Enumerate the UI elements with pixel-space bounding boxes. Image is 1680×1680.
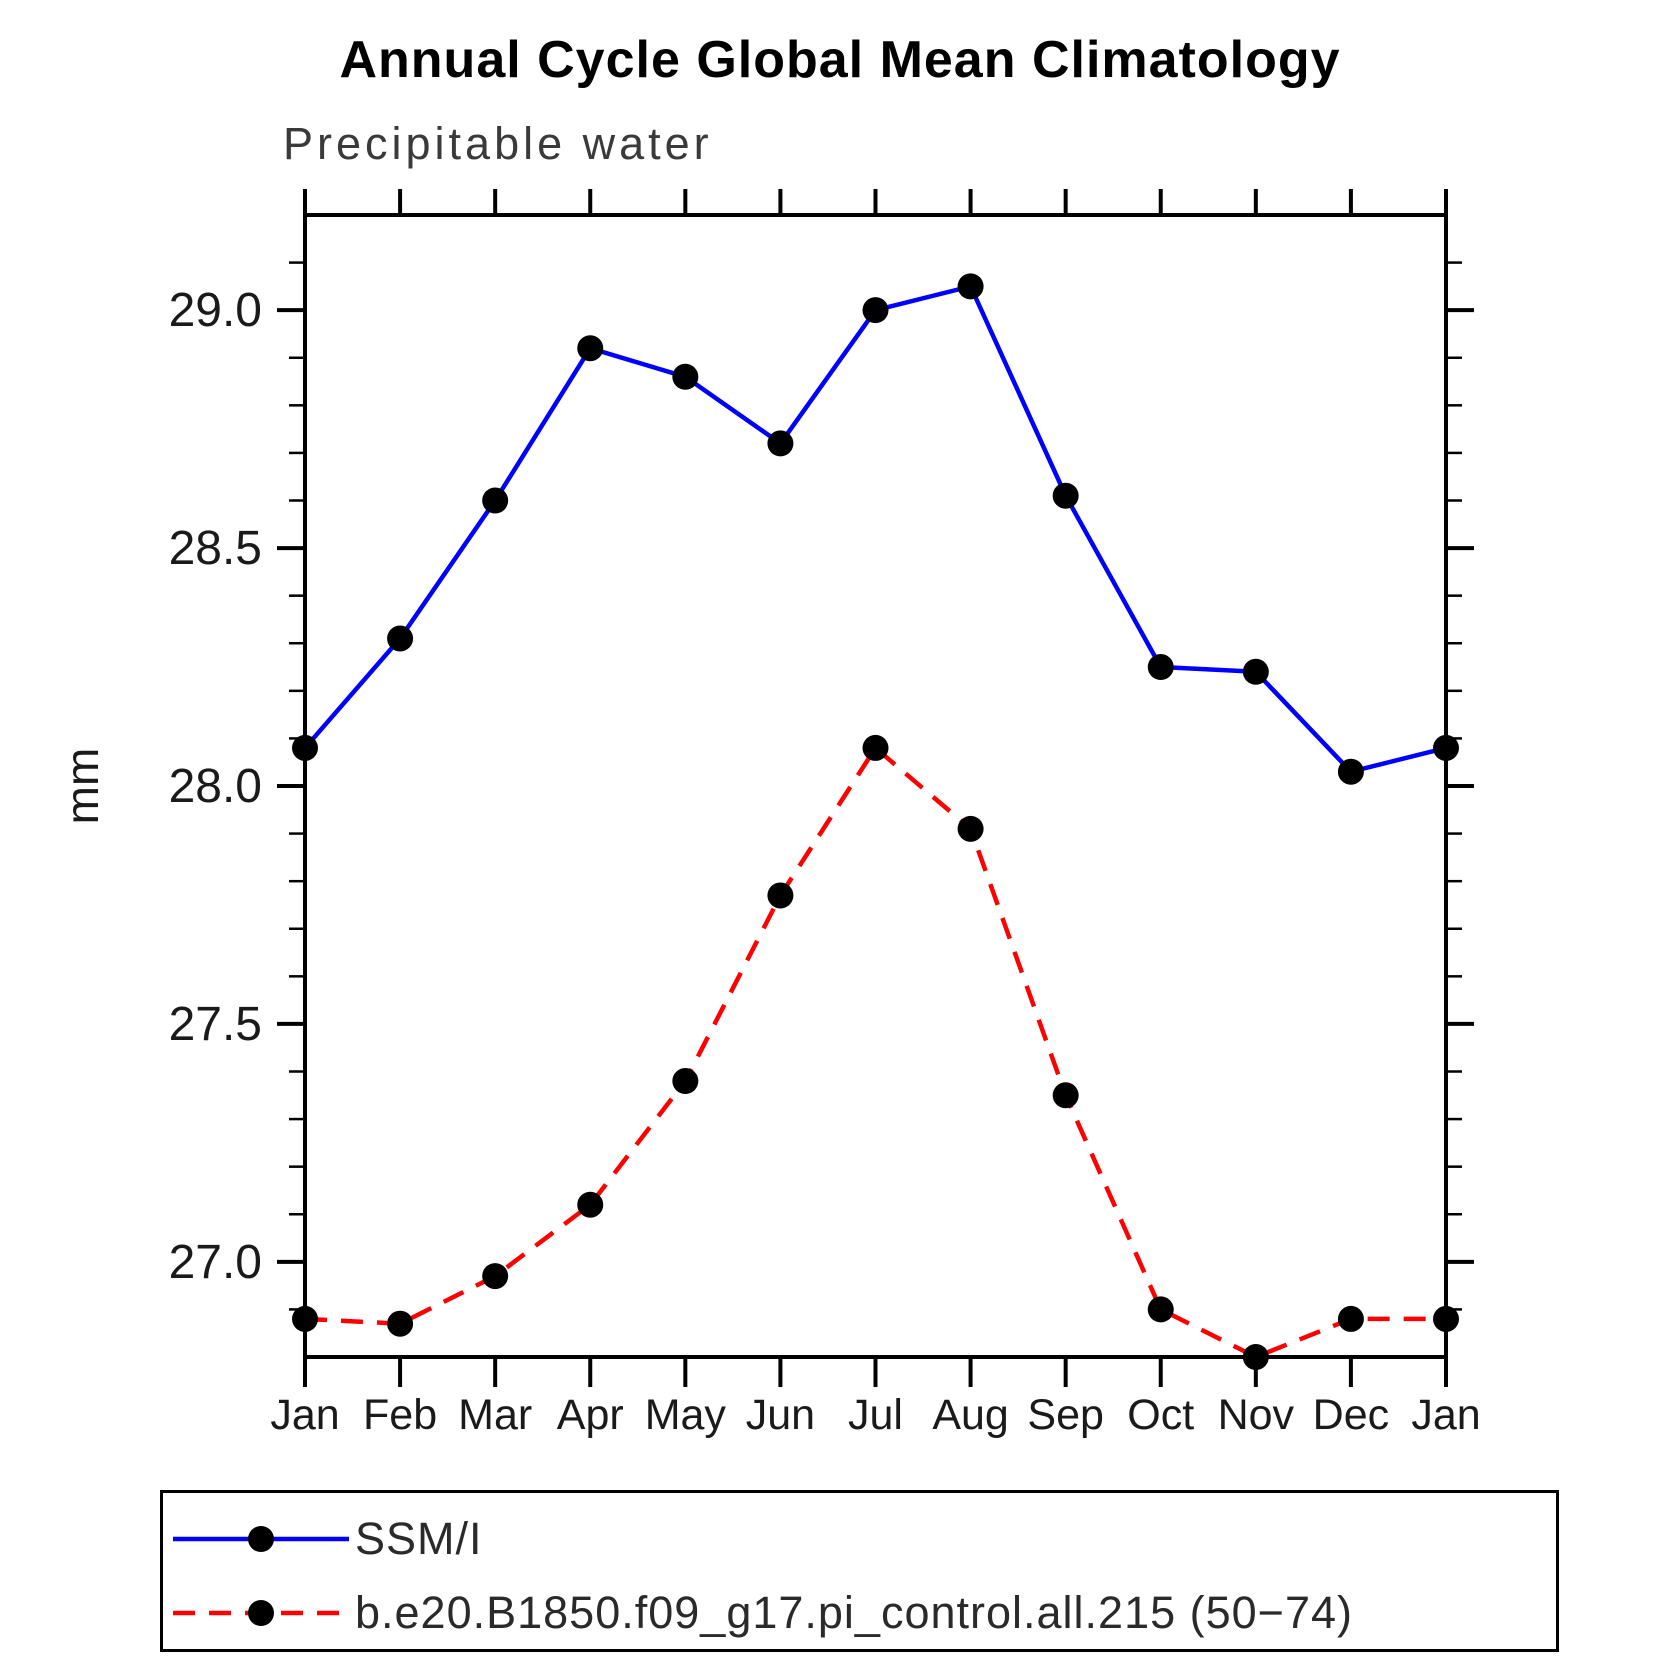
x-tick-label: May	[645, 1391, 727, 1439]
y-tick-label: 27.5	[169, 998, 262, 1051]
series-1-marker	[292, 1305, 318, 1332]
series-0-marker	[672, 363, 699, 390]
series-0-marker	[1242, 658, 1269, 685]
series-1-marker	[1052, 1082, 1079, 1109]
series-0-marker	[1147, 654, 1174, 681]
x-tick-label: Apr	[557, 1391, 624, 1439]
series-0-marker	[1052, 482, 1079, 509]
y-tick-label: 29.0	[169, 284, 262, 337]
x-tick-label: Nov	[1218, 1391, 1295, 1439]
x-tick-label: Jun	[746, 1391, 815, 1439]
series-0-line	[303, 284, 1447, 774]
series-0-marker	[482, 487, 509, 514]
x-tick-label: Jul	[848, 1391, 903, 1439]
series-0-marker	[862, 297, 889, 324]
series-0-marker	[577, 335, 604, 362]
legend-swatch-dashed-line	[173, 1600, 349, 1626]
y-tick-label: 27.0	[169, 1236, 262, 1289]
legend-swatch-solid-line	[173, 1526, 349, 1552]
y-axis-title: mm	[56, 748, 108, 825]
legend-label-model: b.e20.B1850.f09_g17.pi_control.all.215 (…	[355, 1587, 1353, 1638]
y-tick-label: 28.0	[169, 760, 262, 813]
series-1-marker	[862, 734, 889, 761]
plot-frame	[303, 213, 1448, 1359]
series-1-marker	[1242, 1344, 1269, 1370]
legend-item-ssmi: SSM/I	[171, 1509, 483, 1569]
series-1-marker	[672, 1068, 699, 1095]
series-1-marker	[577, 1191, 604, 1218]
x-tick-label: Jan	[1411, 1391, 1480, 1439]
x-tick-label: Feb	[363, 1391, 437, 1439]
x-tick-label: Aug	[932, 1391, 1009, 1439]
series-1-marker	[1433, 1305, 1459, 1332]
legend-label-ssmi: SSM/I	[355, 1513, 483, 1564]
series-1-marker	[482, 1263, 509, 1290]
x-tick-label: Dec	[1313, 1391, 1389, 1439]
legend-box: SSM/I b.e20.B1850.f09_g17.pi_control.all…	[160, 1490, 1559, 1652]
series-0-marker	[767, 430, 794, 457]
chart-title: Annual Cycle Global Mean Climatology	[339, 31, 1341, 89]
legend-item-model: b.e20.B1850.f09_g17.pi_control.all.215 (…	[171, 1583, 1353, 1643]
series-1-marker	[767, 882, 794, 909]
series-0-marker	[292, 734, 318, 761]
series-1-marker	[1147, 1296, 1174, 1323]
series-0-marker	[1337, 758, 1364, 785]
x-tick-label: Jan	[270, 1391, 339, 1439]
series-1-marker	[957, 815, 984, 842]
x-tick-label: Mar	[458, 1391, 532, 1439]
series-1-marker	[387, 1310, 414, 1337]
series-1-marker	[1337, 1305, 1364, 1332]
series-0-marker	[387, 625, 414, 652]
x-tick-label: Sep	[1027, 1391, 1104, 1439]
series-0-marker	[1433, 734, 1459, 761]
chart-subtitle: Precipitable water	[283, 118, 713, 169]
series-1-line	[304, 745, 1446, 1360]
y-tick-label: 28.5	[169, 522, 262, 575]
series-0-marker	[957, 273, 984, 300]
x-tick-label: Oct	[1127, 1391, 1194, 1439]
